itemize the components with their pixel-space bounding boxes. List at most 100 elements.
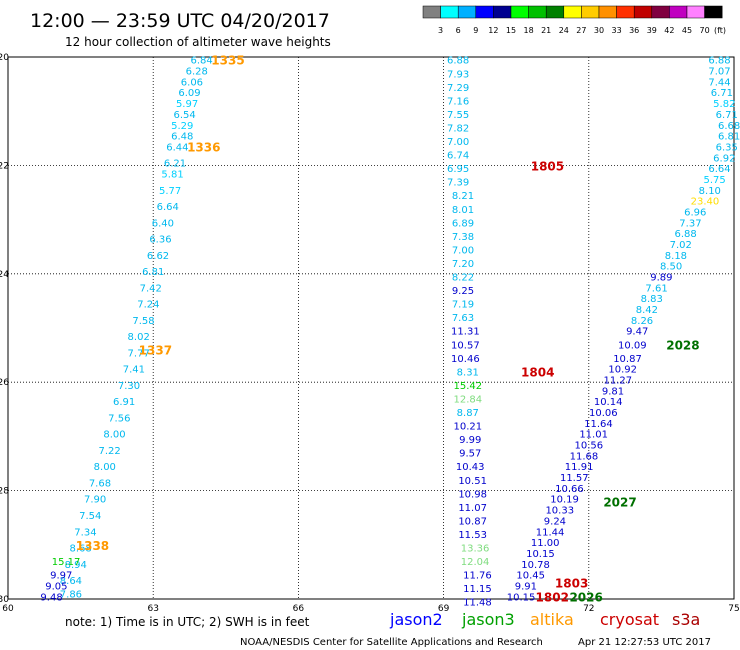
gridlines [8,57,734,599]
color-scale-label: 21 [541,26,551,35]
wave-height-label: 7.39 [447,178,469,189]
satellite-legend-s3a: s3a [672,610,700,629]
color-swatch [457,5,477,19]
color-scale-labels: 3 6 9 12 15 18 21 24 27 30 33 36 39 42 45 70 [438,26,710,35]
wave-height-label: 10.45 [516,571,545,582]
wave-height-label: 7.56 [108,413,130,424]
wave-height-label: 6.36 [149,235,171,246]
wave-height-label: 7.55 [447,110,469,121]
wave-height-label: 8.31 [457,367,479,378]
wave-height-label: 7.30 [118,381,140,392]
color-scale-label: 15 [506,26,516,35]
wave-height-label: 15.42 [453,381,482,392]
color-scale-unit: (ft) [714,26,726,35]
wave-height-label: 9.24 [544,516,566,527]
wave-height-label: 6.88 [708,56,730,67]
wave-height-label: 9.57 [459,449,481,460]
pass-time-label: 1335 [211,54,244,68]
wave-height-label: 10.15 [526,549,555,560]
y-tick-label: -22 [0,161,9,171]
wave-height-label: 11.15 [463,584,492,595]
wave-height-label: 6.88 [447,56,469,67]
wave-height-label: 6.96 [684,207,706,218]
wave-height-label: 7.68 [89,478,111,489]
wave-height-label: 7.29 [447,83,469,94]
wave-height-label: 7.07 [708,67,730,78]
wave-height-label: 5.77 [159,186,181,197]
wave-height-label: 6.71 [716,110,738,121]
pass-time-label: 1337 [139,344,172,358]
color-scale-label: 70 [700,26,710,35]
color-scale-label: 27 [576,26,586,35]
color-swatch [510,5,529,19]
color-scale-label: 9 [473,26,478,35]
wave-height-label: 6.89 [452,218,474,229]
wave-height-label: 8.42 [636,305,658,316]
color-scale-label: 24 [559,26,569,35]
wave-height-label: 10.87 [458,516,487,527]
wave-height-label: 6.09 [178,88,200,99]
wave-height-label: 8.64 [60,576,82,587]
wave-height-label: 7.54 [79,511,101,522]
wave-height-label: 11.76 [463,571,492,582]
wave-height-label: 6.74 [447,151,469,162]
wave-height-label: 15.17 [52,557,81,568]
x-tick-label: 75 [728,604,739,614]
wave-height-label: 10.14 [594,397,623,408]
wave-height-label: 6.54 [174,110,196,121]
wave-height-label: 9.91 [515,581,537,592]
wave-height-label: 8.00 [103,430,125,441]
pass-time-label: 1803 [555,577,588,591]
wave-height-label: 6.81 [718,132,740,143]
color-swatch [686,5,705,19]
wave-height-label: 7.63 [452,313,474,324]
wave-height-label: 6.84 [190,56,212,67]
wave-height-label: 6.35 [716,142,738,153]
wave-height-label: 11.01 [579,430,608,441]
wave-height-label: 9.81 [602,386,624,397]
y-tick-labels: -20 -22 -24 -26 -28 -30 [0,53,9,605]
wave-height-label: 6.68 [718,121,740,132]
wave-height-label: 7.58 [132,316,154,327]
wave-height-label: 10.43 [456,462,485,473]
wave-height-label: 8.68 [69,544,91,555]
wave-height-label: 10.46 [451,354,480,365]
wave-height-label: 5.82 [713,99,735,110]
wave-height-label: 7.22 [99,446,121,457]
chart-subtitle: 12 hour collection of altimeter wave hei… [65,35,331,49]
wave-height-label: 8.21 [452,191,474,202]
satellite-legend-cryosat: cryosat [600,610,659,629]
wave-height-label: 7.00 [452,245,474,256]
color-scale-label: 39 [647,26,657,35]
color-scale-label: 33 [612,26,622,35]
wave-height-label: 6.06 [181,77,203,88]
pass-time-label: 1802 [536,590,569,604]
wave-height-label: 6.71 [711,88,733,99]
x-tick-label: 63 [147,604,158,614]
wave-height-label: 7.77 [128,348,150,359]
x-tick-label: 69 [438,604,450,614]
wave-height-label: 7.19 [452,300,474,311]
color-swatch [704,5,723,19]
plot-frame [7,56,735,600]
y-tick-label: -30 [0,595,9,605]
pass-time-label: 2028 [666,338,699,352]
satellite-legend-jason2: jason2 [389,610,443,629]
wave-height-label: 10.57 [451,340,480,351]
wave-height-label: 6.88 [674,229,696,240]
color-scale-label: 30 [594,26,604,35]
footer-note: note: 1) Time is in UTC; 2) SWH is in fe… [65,615,310,629]
wave-height-label: 11.48 [463,598,492,609]
wave-height-label: 10.87 [613,354,642,365]
wave-height-label: 10.66 [555,484,584,495]
wave-height-label: 6.40 [152,218,174,229]
wave-height-label: 7.42 [140,283,162,294]
color-scale-label: 12 [488,26,498,35]
wave-height-label: 9.47 [626,327,648,338]
wave-height-label: 7.82 [447,123,469,134]
color-swatch [475,5,494,19]
color-swatch [616,5,635,19]
color-swatch [651,5,670,19]
wave-height-label: 10.06 [589,408,618,419]
color-swatch [493,5,512,19]
